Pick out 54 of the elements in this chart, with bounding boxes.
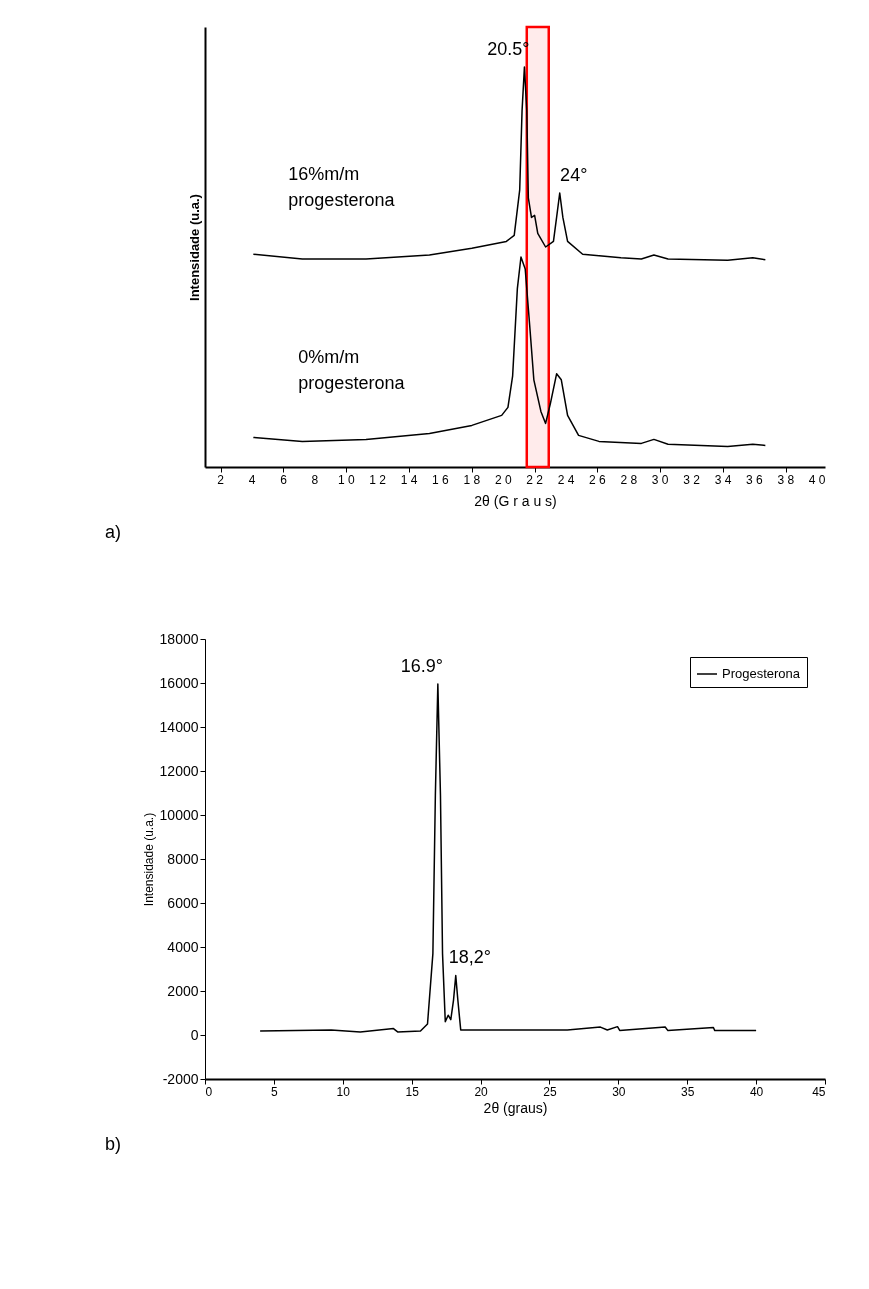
x-tick-label: 1 2 [369, 473, 387, 487]
x-tick-label: 0 [205, 1084, 213, 1099]
x-tick-label: 15 [405, 1084, 420, 1099]
x-tick-label: 4 0 [808, 473, 826, 487]
x-tick-label: 3 6 [746, 473, 764, 487]
x-tick-label: 30 [612, 1084, 626, 1099]
text: 0%m/m progesterona [298, 347, 406, 394]
text: 16%m/m progesterona [288, 164, 396, 211]
y-tick-label: 18000 [159, 630, 199, 647]
annotation: 24° [560, 165, 588, 185]
annotation: 18,2° [448, 946, 491, 967]
x-tick-label: 2 6 [589, 473, 607, 487]
y-axis-title: Intensidade (u.a.) [186, 194, 202, 301]
y-tick-label: -2000 [162, 1070, 199, 1087]
x-tick-label: 3 8 [777, 473, 795, 487]
text: b) [105, 1134, 122, 1154]
x-tick-label: 1 4 [400, 473, 418, 487]
legend-label: Progesterona [722, 666, 801, 681]
x-tick-label: 25 [543, 1084, 557, 1099]
annotation: 16.9° [400, 656, 443, 677]
x-tick-label: 1 6 [432, 473, 450, 487]
x-tick-label: 40 [749, 1084, 764, 1099]
x-tick-label: 6 [280, 473, 288, 487]
x-axis-title: 2θ (graus) [483, 1099, 548, 1116]
y-tick-label: 4000 [167, 938, 199, 955]
y-tick-label: 10000 [159, 806, 199, 823]
x-tick-label: 2 [217, 473, 225, 487]
x-axis-title: 2θ (G r a u s) [474, 493, 557, 509]
x-tick-label: 2 8 [620, 473, 638, 487]
text: a) [105, 522, 122, 542]
line-series [259, 683, 757, 1033]
y-tick-label: 12000 [159, 762, 199, 779]
y-tick-label: 14000 [159, 718, 199, 735]
x-tick-label: 8 [311, 473, 319, 487]
x-tick-label: 1 8 [463, 473, 481, 487]
x-tick-label: 2 2 [526, 473, 544, 487]
x-tick-label: 3 4 [714, 473, 732, 487]
x-tick-label: 5 [271, 1084, 279, 1099]
x-tick-label: 1 0 [337, 473, 355, 487]
x-tick-label: 35 [681, 1084, 695, 1099]
y-tick-label: 8000 [167, 850, 199, 867]
y-tick-label: 6000 [167, 894, 199, 911]
x-tick-label: 4 [248, 473, 256, 487]
x-tick-label: 3 2 [683, 473, 701, 487]
x-tick-label: 3 0 [651, 473, 669, 487]
y-axis-title: Intensidade (u.a.) [141, 812, 156, 907]
x-tick-label: 10 [336, 1084, 351, 1099]
x-tick-label: 45 [812, 1084, 826, 1099]
x-tick-label: 20 [474, 1084, 489, 1099]
y-tick-label: 0 [190, 1026, 199, 1043]
y-tick-label: 2000 [167, 982, 199, 999]
y-tick-label: 16000 [159, 674, 199, 691]
x-tick-label: 2 0 [494, 473, 512, 487]
x-tick-label: 2 4 [557, 473, 575, 487]
